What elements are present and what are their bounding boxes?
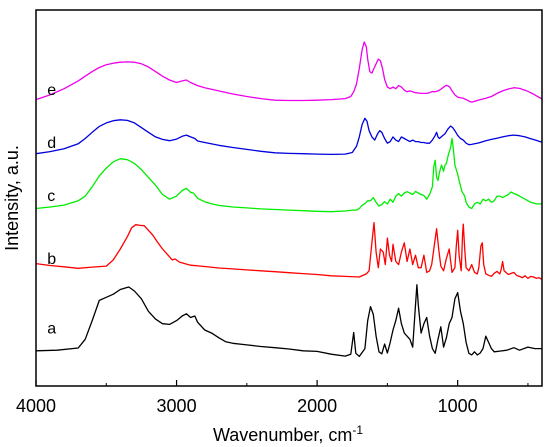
series-line-e (35, 41, 543, 103)
x-tick-label-4000: 4000 (16, 396, 56, 416)
series-label-a: a (47, 321, 56, 338)
x-axis-title: Wavenumber, cm-1 (213, 423, 363, 445)
x-tick-label-2000: 2000 (297, 396, 337, 416)
x-axis-title-text: Wavenumber, cm (213, 425, 352, 445)
plot-frame (35, 9, 543, 387)
series-label-c: c (47, 188, 55, 205)
series-line-b (35, 221, 543, 281)
series-line-a (35, 284, 542, 358)
series-line-c (35, 137, 542, 213)
series-line-d (35, 117, 543, 156)
series-label-e: e (47, 82, 56, 99)
x-axis-ticks: 4000 3000 2000 1000 (16, 380, 529, 416)
series-label-b: b (47, 251, 56, 268)
y-axis-title: Intensity, a.u. (2, 145, 22, 251)
x-tick-label-3000: 3000 (157, 396, 197, 416)
x-tick-label-1000: 1000 (438, 396, 478, 416)
series-label-d: d (47, 135, 56, 152)
x-axis-title-superscript: -1 (352, 423, 363, 437)
series-layer: a b c d e (35, 41, 543, 358)
